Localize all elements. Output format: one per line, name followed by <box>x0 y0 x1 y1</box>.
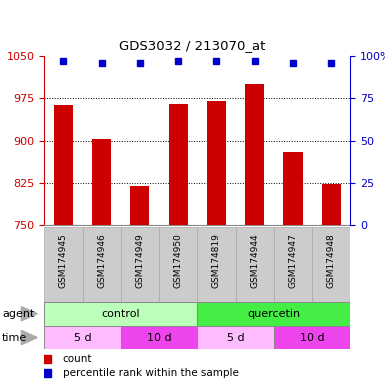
Bar <box>274 326 350 349</box>
Bar <box>198 302 350 326</box>
Bar <box>236 227 274 302</box>
Polygon shape <box>22 306 37 321</box>
Bar <box>82 227 121 302</box>
Bar <box>121 326 198 349</box>
Bar <box>321 184 341 225</box>
Text: GSM174946: GSM174946 <box>97 233 106 288</box>
Text: GSM174945: GSM174945 <box>59 233 68 288</box>
Text: count: count <box>63 354 92 364</box>
Bar <box>44 326 121 349</box>
Text: quercetin: quercetin <box>247 309 300 319</box>
Bar <box>283 152 303 225</box>
Text: agent: agent <box>2 309 34 319</box>
Bar <box>198 326 274 349</box>
Bar <box>274 227 312 302</box>
Bar <box>245 84 264 225</box>
Text: percentile rank within the sample: percentile rank within the sample <box>63 368 239 378</box>
Text: time: time <box>2 333 27 343</box>
Text: GDS3032 / 213070_at: GDS3032 / 213070_at <box>119 39 266 52</box>
Text: GSM174949: GSM174949 <box>136 233 144 288</box>
Bar <box>44 302 198 326</box>
Text: GSM174948: GSM174948 <box>327 233 336 288</box>
Bar <box>44 227 82 302</box>
Text: GSM174947: GSM174947 <box>288 233 298 288</box>
Bar <box>92 139 111 225</box>
Bar <box>121 227 159 302</box>
Text: 5 d: 5 d <box>74 333 91 343</box>
Text: 10 d: 10 d <box>147 333 171 343</box>
Bar <box>207 101 226 225</box>
Text: GSM174950: GSM174950 <box>174 233 183 288</box>
Bar <box>131 185 149 225</box>
Text: control: control <box>102 309 140 319</box>
Bar <box>159 227 198 302</box>
Bar <box>169 104 188 225</box>
Text: GSM174819: GSM174819 <box>212 233 221 288</box>
Bar <box>54 105 73 225</box>
Bar <box>198 227 236 302</box>
Text: 10 d: 10 d <box>300 333 325 343</box>
Polygon shape <box>22 330 37 345</box>
Bar <box>312 227 350 302</box>
Text: GSM174944: GSM174944 <box>250 233 259 288</box>
Text: 5 d: 5 d <box>227 333 244 343</box>
